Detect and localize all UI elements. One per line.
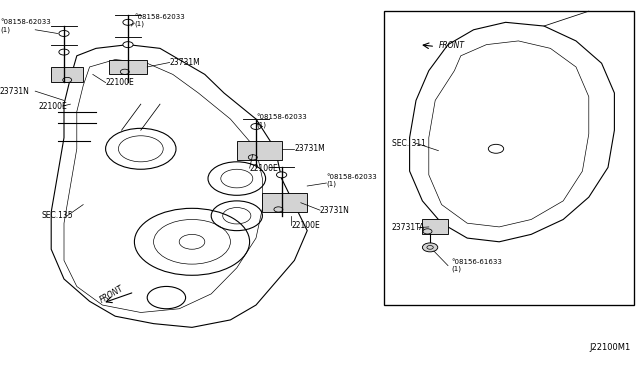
Text: °08158-62033
(1): °08158-62033 (1) [0,19,51,33]
Bar [384,11,634,305]
Text: 22100E: 22100E [291,221,320,230]
Text: 23731TA: 23731TA [392,223,425,232]
Polygon shape [109,60,147,74]
Circle shape [251,124,261,129]
Text: 22100E: 22100E [38,102,67,110]
Circle shape [276,172,287,178]
Polygon shape [422,219,448,234]
Text: 22100E: 22100E [250,164,278,173]
Text: 23731M: 23731M [294,144,325,153]
Text: °08156-61633
(1): °08156-61633 (1) [451,259,502,272]
Text: FRONT: FRONT [438,41,465,50]
Text: J22100M1: J22100M1 [589,343,630,352]
Text: FRONT: FRONT [99,283,125,304]
Circle shape [123,42,133,48]
Text: 22100E: 22100E [106,78,134,87]
Text: 23731N: 23731N [320,206,350,215]
Circle shape [59,49,69,55]
Text: SEC. 311: SEC. 311 [392,139,426,148]
Polygon shape [51,67,83,82]
Text: °08158-62033
(1): °08158-62033 (1) [134,14,185,27]
Text: 23731M: 23731M [170,58,200,67]
Text: 23731N: 23731N [0,87,30,96]
Polygon shape [237,141,282,160]
Polygon shape [262,193,307,212]
Circle shape [59,31,69,36]
Text: °08158-62033
(1): °08158-62033 (1) [256,114,307,128]
Text: °08158-62033
(1): °08158-62033 (1) [326,174,377,187]
Circle shape [422,243,438,252]
Text: SEC.135: SEC.135 [42,211,73,220]
Circle shape [123,19,133,25]
